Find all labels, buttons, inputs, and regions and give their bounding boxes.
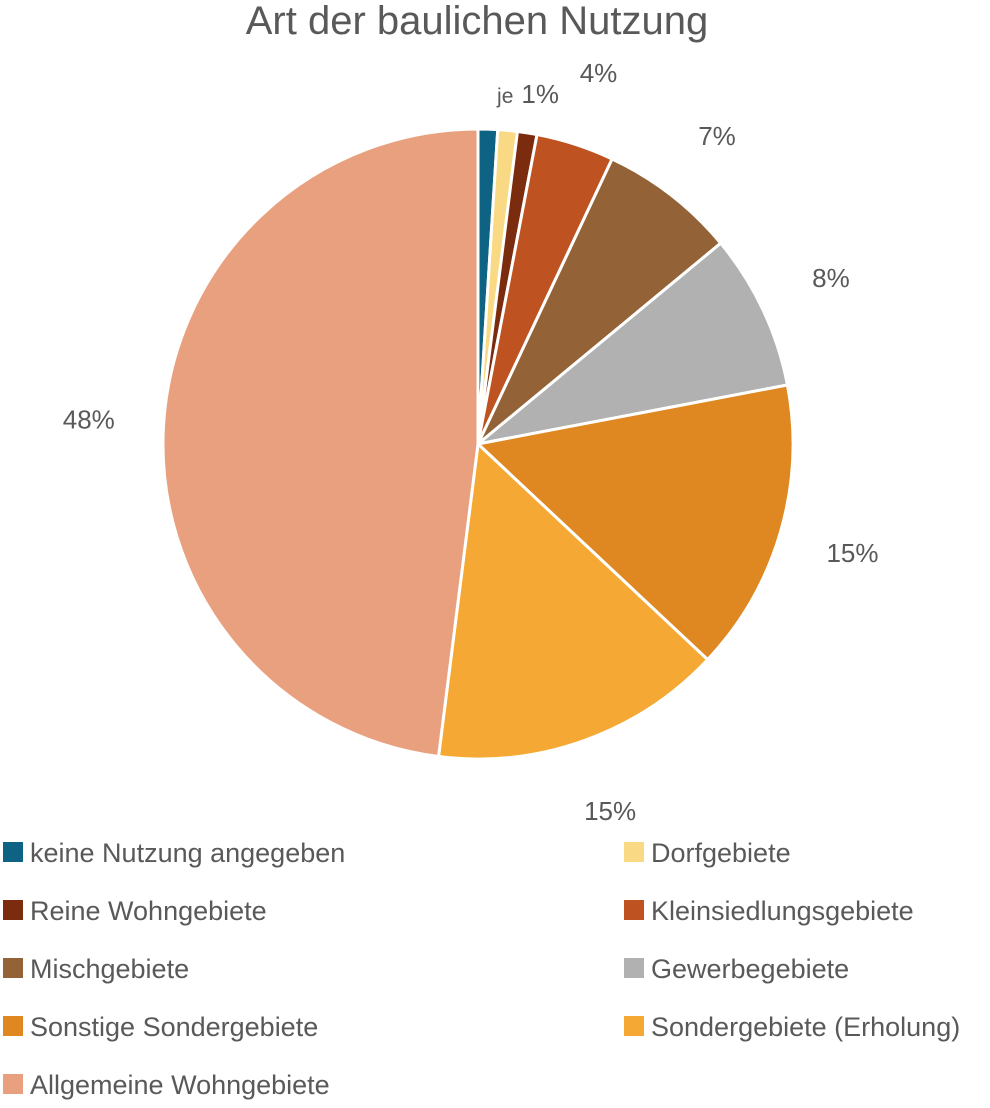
- group-label-prefix: je: [496, 85, 513, 108]
- legend-item-sonstige-sondergebiete: Sonstige Sondergebiete: [3, 1012, 318, 1042]
- legend-item-sondergebiete-erholung: Sondergebiete (Erholung): [624, 1012, 960, 1042]
- legend-label: Allgemeine Wohngebiete: [30, 1070, 330, 1100]
- slice-sonstige-sondergebiete: [476, 383, 795, 662]
- legend-item-keine-nutzung-angegeben: keine Nutzung angegeben: [3, 838, 345, 868]
- legend-item-dorfgebiete: Dorfgebiete: [624, 838, 791, 868]
- legend-item-reine-wohngebiete: Reine Wohngebiete: [3, 896, 267, 926]
- slice-gewerbegebiete: [476, 241, 789, 446]
- slice-label-allgemeine-wohngebiete: 48%: [63, 405, 115, 435]
- legend-swatch: [624, 842, 644, 862]
- legend-label: Kleinsiedlungsgebiete: [651, 896, 914, 926]
- legend-item-gewerbegebiete: Gewerbegebiete: [624, 954, 849, 984]
- legend-swatch: [3, 958, 23, 978]
- legend-label: Reine Wohngebiete: [30, 896, 267, 926]
- legend-swatch: [624, 1016, 644, 1036]
- legend-swatch: [3, 842, 23, 862]
- legend-item-mischgebiete: Mischgebiete: [3, 954, 189, 984]
- legend-swatch: [3, 1016, 23, 1036]
- legend-label: Mischgebiete: [30, 954, 189, 984]
- slice-label-kleinsiedlungsgebiete: 4%: [580, 58, 618, 88]
- group-label-value: 1%: [521, 79, 559, 109]
- slice-label-gewerbegebiete: 8%: [812, 263, 850, 293]
- slice-label-mischgebiete: 7%: [698, 121, 736, 151]
- legend: keine Nutzung angegeben Dorfgebiete Reine …: [3, 838, 960, 1100]
- legend-label: Sonstige Sondergebiete: [30, 1012, 318, 1042]
- chart-title: Art der baulichen Nutzung: [246, 0, 709, 43]
- slice-label-sonstige-sondergebiete: 15%: [826, 538, 878, 568]
- slice-sondergebiete-erholung: [437, 442, 710, 761]
- legend-swatch: [624, 900, 644, 920]
- legend-label: keine Nutzung angegeben: [30, 838, 345, 868]
- slice-label-sondergebiete-erholung: 15%: [584, 796, 636, 826]
- pie-slices: [161, 127, 795, 761]
- legend-swatch: [624, 958, 644, 978]
- legend-label: Dorfgebiete: [651, 838, 791, 868]
- legend-item-allgemeine-wohngebiete: Allgemeine Wohngebiete: [3, 1070, 330, 1100]
- group-label-small-slices: je 1%: [496, 79, 559, 109]
- legend-item-kleinsiedlungsgebiete: Kleinsiedlungsgebiete: [624, 896, 914, 926]
- legend-label: Sondergebiete (Erholung): [651, 1012, 960, 1042]
- legend-swatch: [3, 900, 23, 920]
- slice-allgemeine-wohngebiete: [161, 127, 480, 759]
- slice-mischgebiete: [476, 157, 723, 446]
- slice-labels: 4% 7% 8% 15% 15% 48%: [63, 58, 879, 826]
- legend-swatch: [3, 1074, 23, 1094]
- legend-label: Gewerbegebiete: [651, 954, 849, 984]
